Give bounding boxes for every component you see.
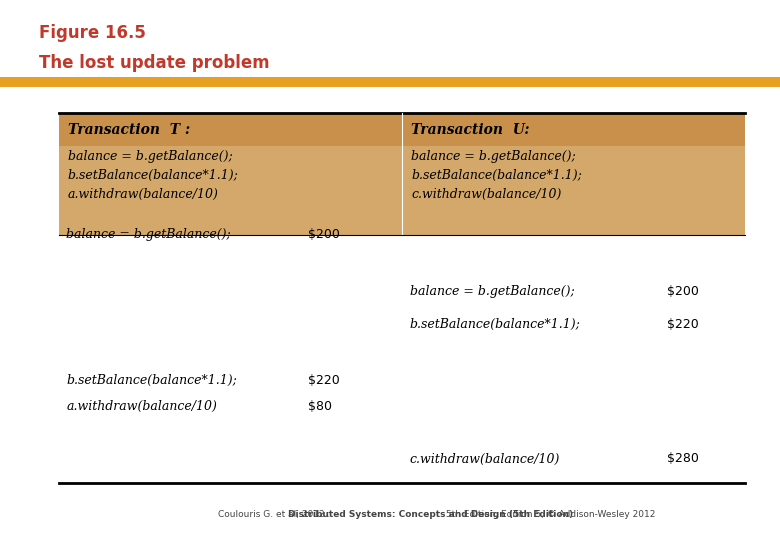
Text: $80: $80 [308,400,332,413]
Text: balance = b.getBalance();
b.setBalance(balance*1.1);
c.withdraw(balance/10): balance = b.getBalance(); b.setBalance(b… [411,150,582,201]
FancyBboxPatch shape [58,146,402,235]
Text: $280: $280 [667,453,699,465]
Text: balance = b.getBalance();
b.setBalance(balance*1.1);
a.withdraw(balance/10): balance = b.getBalance(); b.setBalance(b… [68,150,239,201]
Text: b.setBalance(balance*1.1);: b.setBalance(balance*1.1); [66,374,237,387]
Text: $220: $220 [308,374,340,387]
Text: Figure 16.5: Figure 16.5 [39,24,146,42]
Text: balance = b.getBalance();: balance = b.getBalance(); [66,228,231,241]
FancyBboxPatch shape [402,113,745,146]
Text: Distributed Systems: Concepts and Design (5th Edition): Distributed Systems: Concepts and Design… [288,510,573,518]
Text: $200: $200 [308,228,340,241]
FancyBboxPatch shape [402,146,745,235]
Text: The lost update problem: The lost update problem [39,54,270,72]
Text: balance = b.getBalance();: balance = b.getBalance(); [410,285,574,298]
Text: b.setBalance(balance*1.1);: b.setBalance(balance*1.1); [410,318,580,330]
FancyBboxPatch shape [0,77,780,87]
Text: 5th Edition, Edition 5, © Addison-Wesley 2012: 5th Edition, Edition 5, © Addison-Wesley… [444,510,656,518]
Text: $200: $200 [667,285,699,298]
FancyBboxPatch shape [58,113,402,146]
Text: $220: $220 [667,318,699,330]
Text: Transaction  T :: Transaction T : [68,123,190,137]
Text: Transaction  U:: Transaction U: [411,123,530,137]
Text: a.withdraw(balance/10): a.withdraw(balance/10) [66,400,217,413]
Text: Coulouris G. et al, 2012 :: Coulouris G. et al, 2012 : [218,510,333,518]
Text: c.withdraw(balance/10): c.withdraw(balance/10) [410,453,560,465]
